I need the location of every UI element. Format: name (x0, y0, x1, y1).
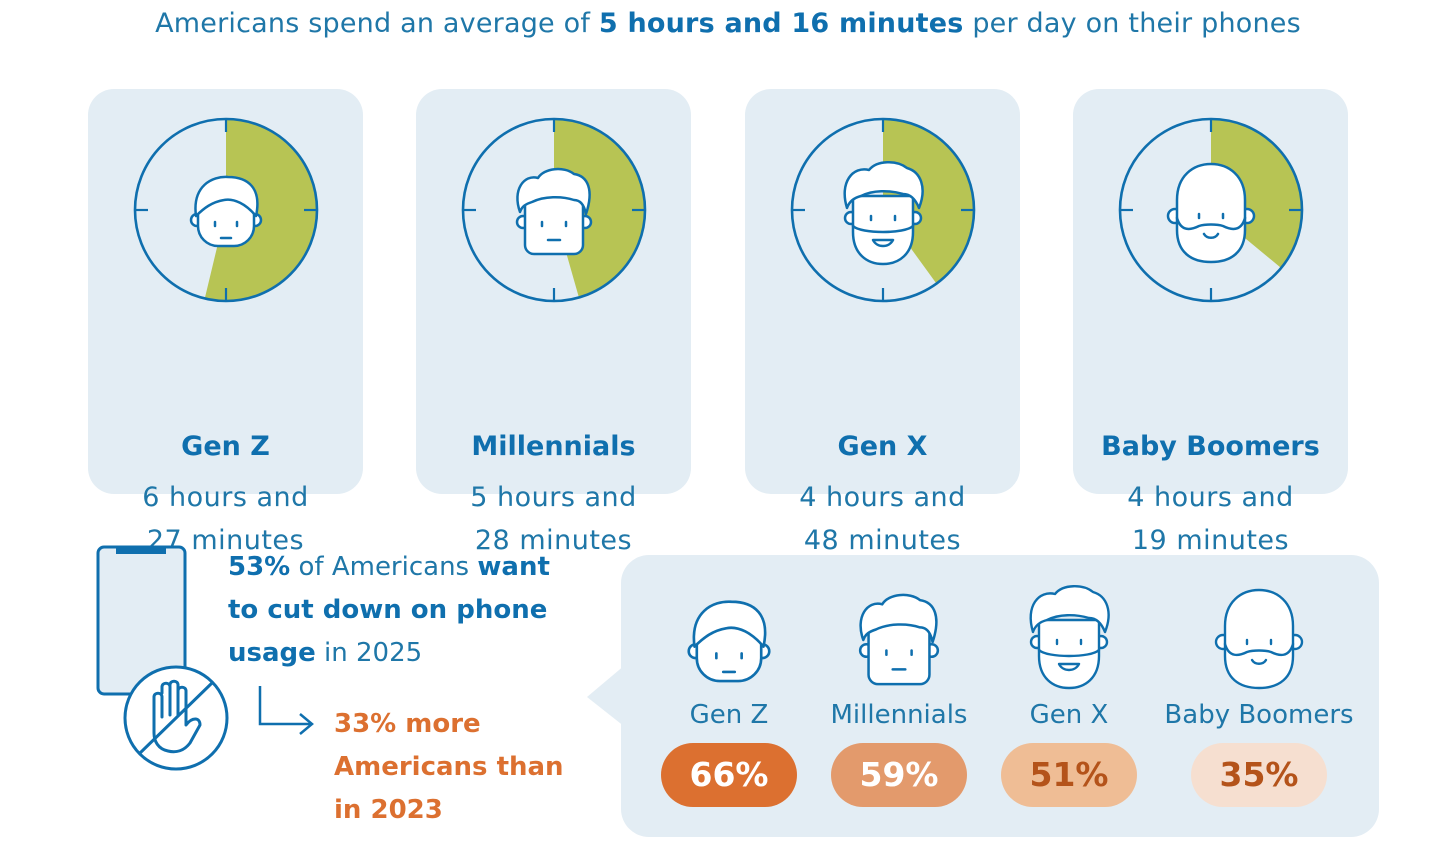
more-statement: 33% more Americans than in 2023 (334, 703, 594, 832)
time-line-2: 28 minutes (474, 525, 633, 556)
time-line-1: 4 hours and (1127, 482, 1294, 513)
gen-label: Baby Boomers (1101, 431, 1320, 462)
wedge-baby-boomers (1211, 119, 1303, 269)
headline: Americans spend an average of 5 hours an… (0, 8, 1456, 39)
pct-pill-millennials: 59% (831, 743, 967, 807)
gen-label: Gen Z (181, 431, 270, 462)
young-face-icon (687, 600, 771, 683)
bearded-face-icon (1029, 585, 1110, 690)
panel-label: Baby Boomers (1164, 700, 1354, 730)
cutdown-statement: 53% of Americans want to cut down on pho… (228, 546, 598, 675)
panel-millennials: Millennials 59% (814, 555, 984, 837)
headline-highlight: 5 hours and 16 minutes (598, 8, 964, 39)
pct-pill-gen-x: 51% (1001, 743, 1137, 807)
bald-beard-face-icon (1214, 588, 1304, 690)
clock-baby-boomers (1118, 117, 1304, 303)
headline-prefix: Americans spend an average of (155, 8, 591, 39)
more-line-2: Americans than (334, 752, 564, 782)
pct-pill-gen-z: 66% (661, 743, 797, 807)
bearded-face-icon (843, 161, 924, 266)
millennial-face-icon (515, 167, 593, 256)
time-line-1: 6 hours and (142, 482, 309, 513)
time-line-2: 48 minutes (803, 525, 962, 556)
more-line-3: in 2023 (334, 795, 443, 825)
card-millennials: Millennials 5 hours and 28 minutes (416, 89, 691, 556)
wedge-gen-x (883, 119, 975, 284)
cutdown-text-e: in 2025 (324, 638, 423, 668)
panel-gen-x: Gen X 51% (984, 555, 1154, 837)
pct-pill-baby-boomers: 35% (1191, 743, 1327, 807)
panel-tail (587, 665, 625, 727)
generation-percent-panel: Gen Z 66% Millennials 59% (621, 555, 1379, 837)
young-face-icon (189, 175, 263, 248)
more-line-1: 33% more (334, 709, 481, 739)
time-line-2: 19 minutes (1131, 525, 1290, 556)
headline-suffix: per day on their phones (972, 8, 1301, 39)
clock-gen-z (133, 117, 319, 303)
time-line-1: 4 hours and (799, 482, 966, 513)
card-gen-z: Gen Z 6 hours and 27 minutes (88, 89, 363, 556)
card-baby-boomers: Baby Boomers 4 hours and 19 minutes (1073, 89, 1348, 556)
wedge-gen-z (204, 119, 317, 301)
panel-label: Millennials (830, 700, 968, 730)
millennial-face-icon (858, 593, 940, 686)
cutdown-text-b: want (477, 552, 550, 582)
cutdown-text-d: usage (228, 638, 316, 668)
phone-stop-icon (96, 545, 229, 771)
cutdown-text-a: of Americans (298, 552, 470, 582)
gen-label: Millennials (471, 431, 636, 462)
arrow-right-icon (258, 686, 314, 735)
cutdown-percent: 53% (228, 552, 291, 582)
card-gen-x: Gen X 4 hours and 48 minutes (745, 89, 1020, 556)
cutdown-text-c: to cut down on phone (228, 595, 548, 625)
panel-gen-z: Gen Z 66% (644, 555, 814, 837)
gen-label: Gen X (837, 431, 928, 462)
clock-millennials (461, 117, 647, 303)
panel-baby-boomers: Baby Boomers 35% (1164, 555, 1354, 837)
hand-icon (152, 679, 202, 754)
panel-label: Gen X (1029, 700, 1109, 730)
clock-gen-x (790, 117, 976, 303)
time-line-1: 5 hours and (470, 482, 637, 513)
bald-beard-face-icon (1166, 162, 1256, 264)
panel-label: Gen Z (689, 700, 769, 730)
